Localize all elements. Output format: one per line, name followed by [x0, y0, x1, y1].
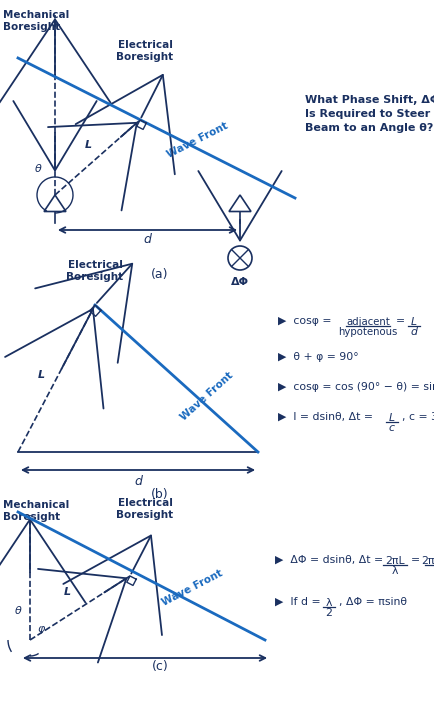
Text: φ: φ: [37, 624, 44, 634]
Text: Electrical
Boresight: Electrical Boresight: [116, 498, 173, 520]
Text: Mechanical
Boresight: Mechanical Boresight: [3, 500, 69, 522]
Text: 2: 2: [325, 608, 332, 618]
Text: L: L: [64, 587, 71, 597]
Text: What Phase Shift, ΔΦ,
Is Required to Steer the
Beam to an Angle θ?: What Phase Shift, ΔΦ, Is Required to Ste…: [304, 95, 434, 133]
Text: d: d: [143, 233, 151, 246]
Text: =: =: [410, 555, 419, 565]
Text: Electrical
Boresight: Electrical Boresight: [116, 39, 173, 62]
Text: (c): (c): [151, 660, 168, 673]
Text: λ: λ: [391, 566, 397, 576]
Text: (a): (a): [151, 268, 168, 281]
Text: , ΔΦ = πsinθ: , ΔΦ = πsinθ: [338, 597, 406, 607]
Text: θ: θ: [15, 606, 22, 616]
Text: d: d: [410, 327, 417, 337]
Text: Wave Front: Wave Front: [165, 121, 230, 160]
Text: ▶  cosφ =: ▶ cosφ =: [277, 316, 334, 326]
Text: L: L: [38, 370, 45, 380]
Text: L: L: [410, 317, 416, 327]
Text: d: d: [134, 475, 141, 488]
Text: Wave Front: Wave Front: [160, 568, 224, 607]
Text: ▶  ΔΦ = dsinθ, Δt =: ▶ ΔΦ = dsinθ, Δt =: [274, 555, 386, 565]
Text: ▶  l = dsinθ, Δt =: ▶ l = dsinθ, Δt =: [277, 412, 376, 422]
Text: λ: λ: [325, 598, 332, 608]
Text: 2πdsinθ: 2πdsinθ: [421, 556, 434, 566]
Text: ▶  cosφ = cos (90° − θ) = sinθ: ▶ cosφ = cos (90° − θ) = sinθ: [277, 382, 434, 392]
Text: c: c: [388, 423, 394, 433]
Text: L: L: [85, 140, 92, 150]
Text: θ: θ: [35, 164, 42, 174]
Text: Electrical
Boresight: Electrical Boresight: [66, 259, 123, 282]
Text: adjacent: adjacent: [345, 317, 389, 327]
Text: , c = 3 × 10: , c = 3 × 10: [401, 412, 434, 422]
Text: Mechanical
Boresight: Mechanical Boresight: [3, 10, 69, 32]
Text: Wave Front: Wave Front: [178, 370, 234, 423]
Text: L: L: [388, 413, 394, 423]
Text: (b): (b): [151, 488, 168, 501]
Text: ▶  θ + φ = 90°: ▶ θ + φ = 90°: [277, 352, 358, 362]
Text: hypotenous: hypotenous: [338, 327, 397, 337]
Text: 2πL: 2πL: [384, 556, 404, 566]
Text: ΔΦ: ΔΦ: [230, 277, 248, 287]
Text: ▶  If d =: ▶ If d =: [274, 597, 323, 607]
Text: =: =: [395, 316, 404, 326]
